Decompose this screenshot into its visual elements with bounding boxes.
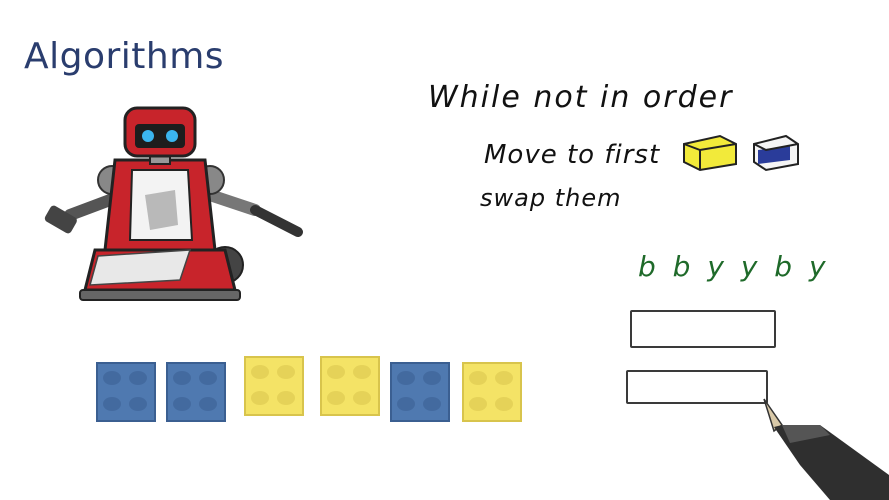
brick-blue: [390, 362, 450, 422]
pseudocode-line-3: swap them: [480, 184, 622, 212]
robot-illustration: [44, 106, 303, 301]
answer-slot-2[interactable]: [626, 370, 768, 404]
yellow-brick-icon: [683, 134, 737, 172]
brick-blue: [166, 362, 226, 422]
page-title: Algorithms: [24, 36, 225, 77]
blue-brick-icon: [753, 134, 799, 172]
brick-yellow: [320, 356, 380, 416]
pseudocode-line-2: Move to first: [484, 140, 661, 170]
bricks-svg: [96, 356, 522, 422]
answer-slot-1[interactable]: [630, 310, 776, 348]
pen-icon: [763, 398, 889, 500]
brick-blue: [96, 362, 156, 422]
brick-row: [95, 355, 525, 445]
pseudocode-line-1: While not in order: [428, 80, 734, 115]
brick-yellow: [244, 356, 304, 416]
brick-yellow: [462, 362, 522, 422]
sequence-label: b b y y b y: [638, 250, 830, 283]
